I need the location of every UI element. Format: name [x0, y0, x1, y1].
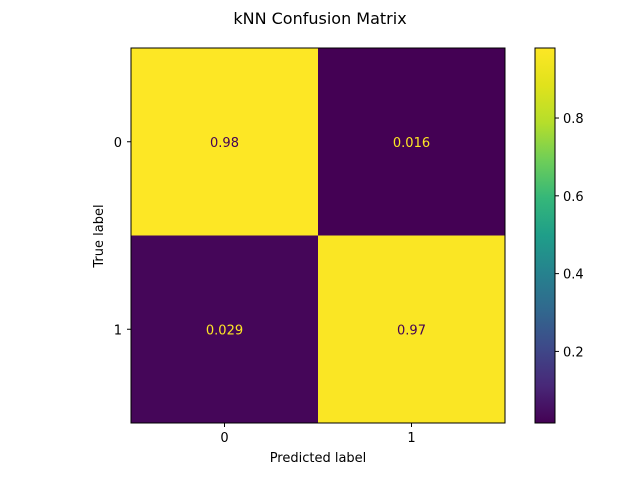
matrix-cells: [131, 48, 505, 423]
matrix-cell: [131, 235, 318, 423]
y-axis-label: True label: [92, 204, 107, 268]
cell-value-label: 0.97: [397, 323, 426, 338]
chart-title: kNN Confusion Matrix: [233, 9, 406, 28]
colorbar: [534, 47, 556, 424]
matrix-cell: [131, 48, 318, 236]
y-tick-label: 0: [114, 136, 122, 151]
colorbar-ticks: 0.2 0.4 0.6 0.8: [555, 112, 584, 360]
x-tick-label: 1: [407, 431, 415, 446]
matrix-cell: [318, 48, 505, 236]
matrix-cell: [318, 235, 505, 423]
colorbar-tick-label: 0.4: [563, 268, 584, 283]
x-axis-label: Predicted label: [270, 451, 367, 466]
cell-value-labels: 0.98 0.016 0.029 0.97: [206, 136, 430, 339]
colorbar-tick-label: 0.2: [563, 345, 584, 360]
x-tick-label: 0: [220, 431, 228, 446]
colorbar-tick-label: 0.8: [563, 112, 584, 127]
cell-value-label: 0.029: [206, 323, 243, 338]
cell-value-label: 0.016: [393, 136, 430, 151]
matrix-frame: [130, 47, 506, 424]
cell-value-label: 0.98: [210, 136, 239, 151]
y-tick-label: 1: [114, 323, 122, 338]
colorbar-tick-label: 0.6: [563, 190, 584, 205]
y-axis-ticks: 01: [114, 136, 131, 338]
